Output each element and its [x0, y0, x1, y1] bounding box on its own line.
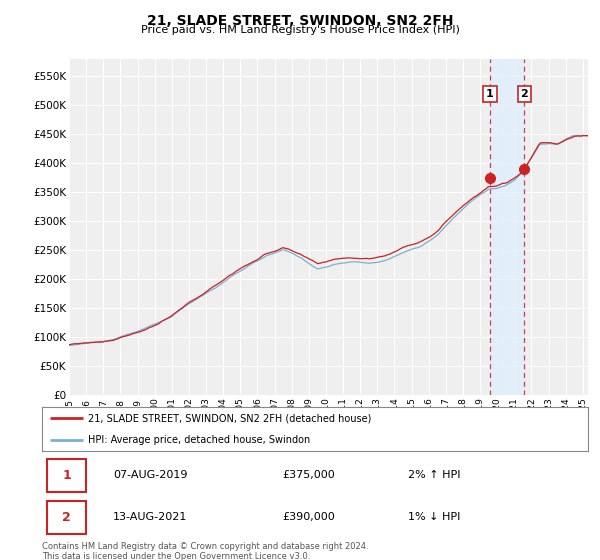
Text: 1: 1 [62, 469, 71, 482]
Text: 13-AUG-2021: 13-AUG-2021 [113, 512, 187, 522]
Text: 2: 2 [520, 89, 528, 99]
Text: HPI: Average price, detached house, Swindon: HPI: Average price, detached house, Swin… [88, 435, 311, 445]
Text: 21, SLADE STREET, SWINDON, SN2 2FH (detached house): 21, SLADE STREET, SWINDON, SN2 2FH (deta… [88, 413, 372, 423]
FancyBboxPatch shape [47, 459, 86, 492]
Text: £375,000: £375,000 [282, 470, 335, 480]
Text: 2% ↑ HPI: 2% ↑ HPI [408, 470, 460, 480]
Text: 21, SLADE STREET, SWINDON, SN2 2FH: 21, SLADE STREET, SWINDON, SN2 2FH [147, 14, 453, 28]
FancyBboxPatch shape [47, 501, 86, 534]
Text: Contains HM Land Registry data © Crown copyright and database right 2024.
This d: Contains HM Land Registry data © Crown c… [42, 542, 368, 560]
Text: 2: 2 [62, 511, 71, 524]
Text: 1% ↓ HPI: 1% ↓ HPI [408, 512, 460, 522]
Bar [490, 59, 524, 395]
Text: 1: 1 [486, 89, 494, 99]
Text: £390,000: £390,000 [282, 512, 335, 522]
Text: Price paid vs. HM Land Registry's House Price Index (HPI): Price paid vs. HM Land Registry's House … [140, 25, 460, 35]
Text: 07-AUG-2019: 07-AUG-2019 [113, 470, 187, 480]
